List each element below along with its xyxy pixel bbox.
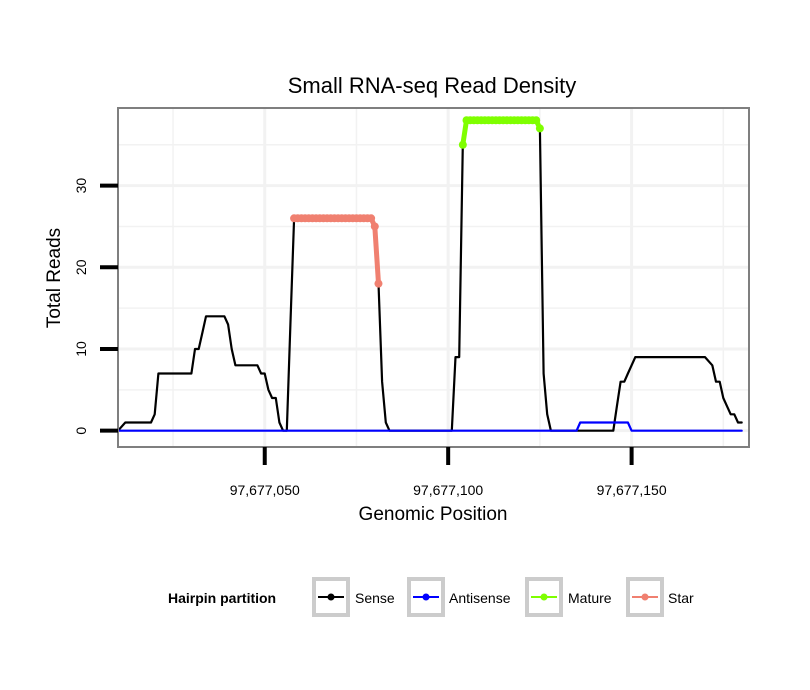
data-point-mature [458, 140, 467, 149]
x-tick-label: 97,677,100 [413, 482, 483, 498]
data-point-star [374, 279, 383, 288]
x-axis: 97,677,050 97,677,100 97,677,150 [230, 447, 667, 498]
legend-item-star: Star [626, 577, 694, 617]
legend-items: Sense Antisense Mature Star [312, 577, 694, 617]
series-star [290, 214, 383, 288]
legend-label: Sense [355, 590, 395, 606]
legend-key-point [327, 593, 335, 601]
y-axis-title: Total Reads [44, 228, 65, 328]
panel-border [117, 107, 750, 448]
y-axis: 0 10 20 30 [73, 178, 118, 435]
legend-label: Mature [568, 590, 612, 606]
legend-title: Hairpin partition [168, 590, 276, 606]
legend-key-point [422, 593, 430, 601]
data-point-star [370, 222, 379, 231]
x-tick-label: 97,677,150 [597, 482, 667, 498]
series-mature [458, 116, 544, 149]
legend-key-point [641, 593, 649, 601]
chart-title: Small RNA-seq Read Density [288, 73, 577, 98]
legend-label: Antisense [449, 590, 511, 606]
legend-item-mature: Mature [525, 577, 612, 617]
series-layer [116, 116, 743, 432]
y-tick-label: 0 [73, 427, 89, 435]
y-tick-label: 10 [73, 341, 89, 357]
grid-lines [118, 108, 749, 447]
legend-item-antisense: Antisense [407, 577, 511, 617]
legend-key-point [540, 593, 548, 601]
data-point-star [367, 214, 376, 223]
series-line-star [291, 215, 381, 287]
y-tick-label: 20 [73, 259, 89, 275]
series-line-antisense [116, 421, 743, 432]
x-axis-title: Genomic Position [359, 504, 508, 525]
legend-label: Star [668, 590, 694, 606]
series-sense [116, 119, 743, 432]
data-point-mature [532, 116, 541, 125]
y-tick-label: 30 [73, 178, 89, 194]
series-antisense [116, 421, 743, 432]
plot-panel [116, 107, 750, 448]
x-tick-label: 97,677,050 [230, 482, 300, 498]
legend-item-sense: Sense [312, 577, 395, 617]
data-point-mature [535, 124, 544, 133]
series-line-sense [116, 119, 743, 432]
legend: Hairpin partition Sense Antisense Mature St… [168, 577, 694, 617]
